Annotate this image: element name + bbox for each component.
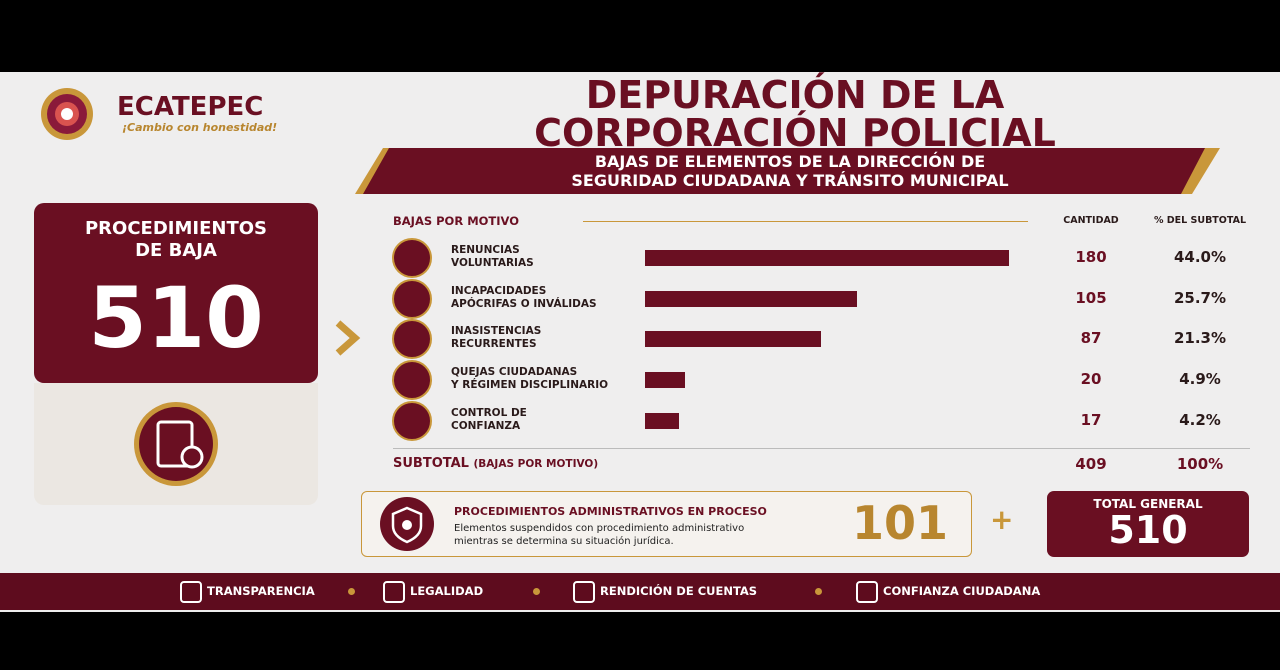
subtitle-line: SEGURIDAD CIUDADANA Y TRÁNSITO MUNICIPAL — [571, 171, 1009, 190]
rule — [393, 448, 1250, 449]
clipboard-icon — [134, 402, 218, 486]
row-icon — [392, 360, 432, 401]
brand: ECATEPEC — [117, 92, 264, 122]
footer-item: TRANSPARENCIA — [207, 584, 315, 598]
logo — [41, 88, 93, 140]
footer-dot — [533, 588, 540, 595]
column-header: CANTIDAD — [1063, 215, 1119, 226]
row-value: 180 — [1075, 248, 1107, 266]
subtitle: BAJAS DE ELEMENTOS DE LA DIRECCIÓN DE SEG… — [380, 152, 1200, 190]
row-label: RENUNCIAS VOLUNTARIAS — [451, 244, 534, 269]
footer-dot — [348, 588, 355, 595]
row-label: QUEJAS CIUDADANAS Y RÉGIMEN DISCIPLINARI… — [451, 366, 609, 392]
row-label: INCAPACIDADES APÓCRIFAS O INVÁLIDAS — [451, 284, 597, 310]
plus: + — [990, 503, 1014, 536]
row-icon — [392, 238, 432, 278]
subtotal-row: SUBTOTAL (BAJAS POR MOTIVO) — [393, 456, 598, 471]
footer-icon — [180, 581, 202, 603]
subtotal-label: SUBTOTAL — [393, 456, 469, 471]
chart-title: BAJAS POR MOTIVO — [393, 214, 520, 228]
row-share: 4.9% — [1179, 370, 1221, 389]
subtotal-value: 409 — [1075, 455, 1107, 473]
total-label: TOTAL GENERAL — [1093, 497, 1203, 511]
process-description: Elementos suspendidos con procedimiento … — [454, 522, 744, 548]
footer-icon — [856, 581, 878, 603]
title-line: DEPURACIÓN DE LA — [585, 73, 1005, 117]
footer — [0, 573, 1280, 610]
summary-title-line: PROCEDIMIENTOS — [84, 218, 267, 239]
bar — [645, 372, 686, 389]
footer-item: LEGALIDAD — [410, 584, 484, 598]
row-share: 21.3% — [1173, 329, 1227, 348]
footer-icon — [383, 581, 405, 603]
description-line: mientras se determina su situación juríd… — [454, 536, 674, 547]
row-value: 105 — [1075, 288, 1107, 307]
banner — [355, 148, 1220, 194]
subtitle-line: BAJAS DE ELEMENTOS DE LA DIRECCIÓN DE — [594, 152, 986, 171]
column-header: % DEL SUBTOTAL — [1153, 215, 1247, 226]
row-value: 20 — [1080, 370, 1102, 389]
summary-value: 510 — [88, 269, 264, 367]
total-value: 510 — [1108, 508, 1188, 552]
process-box — [361, 491, 972, 557]
row-value: 87 — [1080, 329, 1102, 348]
row-icon — [392, 319, 432, 360]
row-icon — [392, 400, 432, 441]
bar — [645, 250, 1009, 266]
row-label: CONTROL DE CONFIANZA — [451, 406, 527, 432]
arrow — [335, 320, 361, 356]
row-value: 17 — [1080, 410, 1102, 429]
row-share: 25.7% — [1173, 288, 1227, 307]
slogan: ¡Cambio con honestidad! — [122, 121, 278, 134]
row-share: 4.2% — [1179, 410, 1221, 429]
bar — [645, 412, 680, 429]
footer-icon — [573, 581, 595, 603]
rule — [583, 221, 1028, 222]
footer-item: RENDICIÓN DE CUENTAS — [600, 584, 758, 598]
bar — [645, 290, 858, 307]
summary-title: PROCEDIMIENTOS DE BAJA — [34, 218, 318, 262]
title-line: CORPORACIÓN POLICIAL — [534, 111, 1056, 155]
process-title: PROCEDIMIENTOS ADMINISTRATIVOS EN PROCES… — [454, 505, 767, 518]
total-box — [1047, 491, 1249, 557]
footer-dot — [815, 588, 822, 595]
subtotal-share: 100% — [1176, 455, 1224, 473]
footer-item: CONFIANZA CIUDADANA — [883, 584, 1041, 598]
summary-title-line: DE BAJA — [135, 240, 217, 261]
summary-card — [34, 203, 318, 383]
subtotal-note: (BAJAS POR MOTIVO) — [473, 458, 599, 470]
title: DEPURACIÓN DE LA CORPORACIÓN POLICIAL — [420, 76, 1170, 152]
row-icon — [392, 278, 432, 319]
row-label: INASISTENCIAS RECURRENTES — [451, 325, 542, 351]
bar — [645, 331, 821, 348]
badge-icon — [380, 497, 434, 551]
description-line: Elementos suspendidos con procedimiento … — [454, 523, 745, 534]
row-share: 44.0% — [1173, 248, 1227, 266]
process-value: 101 — [851, 496, 949, 550]
